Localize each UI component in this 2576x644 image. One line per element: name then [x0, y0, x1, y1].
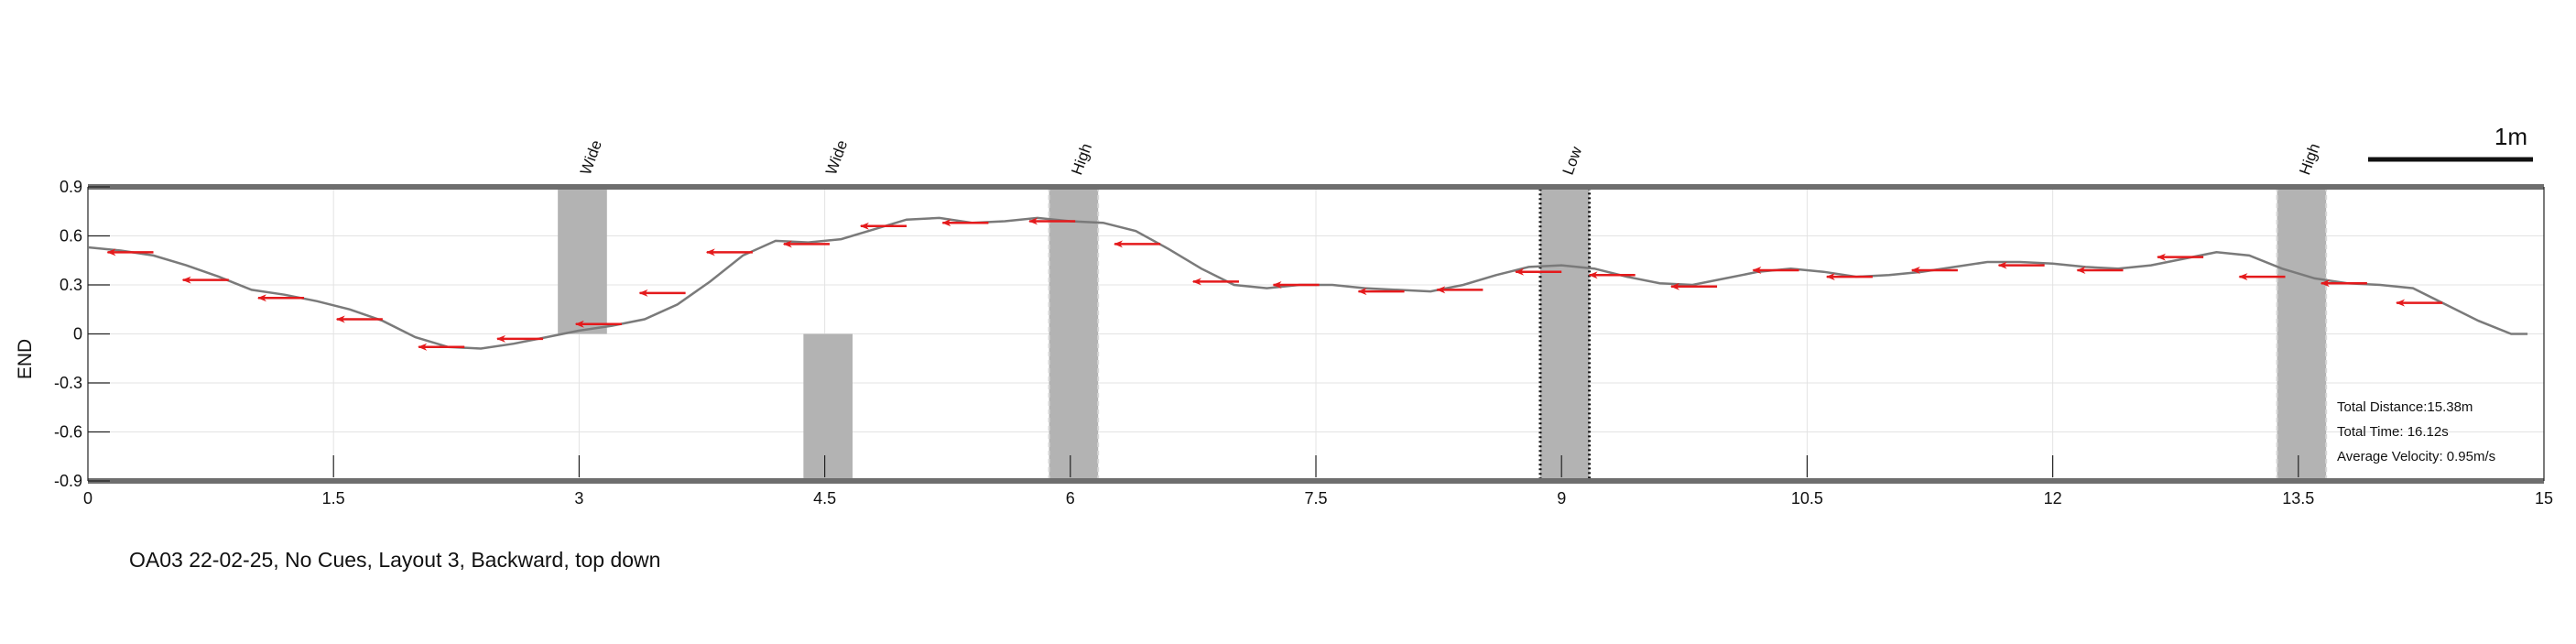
obstacle-label-3: Low	[1560, 144, 1586, 177]
y-axis-label: END	[15, 339, 36, 379]
y-tick-label: 0.3	[60, 276, 82, 294]
obstacle-4	[2277, 187, 2327, 481]
obstacle-label-4: High	[2296, 141, 2323, 177]
summary-annotation-0: Total Distance:15.38m	[2337, 399, 2473, 415]
x-tick-label: 9	[1557, 489, 1566, 508]
figure-caption: OA03 22-02-25, No Cues, Layout 3, Backwa…	[129, 548, 661, 572]
x-tick-label: 1.5	[322, 489, 345, 508]
x-tick-label: 6	[1066, 489, 1075, 508]
x-tick-label: 7.5	[1304, 489, 1327, 508]
y-tick-label: 0	[73, 325, 82, 344]
y-tick-label: -0.6	[54, 423, 82, 442]
x-tick-label: 13.5	[2282, 489, 2314, 508]
scale-bar-label: 1m	[2494, 123, 2527, 150]
obstacle-1	[803, 333, 853, 481]
obstacle-label-2: High	[1068, 141, 1095, 177]
x-tick-label: 12	[2044, 489, 2062, 508]
y-tick-label: 0.9	[60, 178, 82, 196]
obstacle-2	[1049, 187, 1099, 481]
y-tick-label: 0.6	[60, 227, 82, 246]
obstacle-label-0: Wide	[577, 137, 605, 177]
summary-annotation-2: Average Velocity: 0.95m/s	[2337, 449, 2495, 464]
trajectory-line-0	[87, 216, 2528, 350]
obstacle-3	[1539, 187, 1590, 481]
x-tick-label: 10.5	[1791, 489, 1823, 508]
x-tick-label: 4.5	[813, 489, 836, 508]
summary-annotation-1: Total Time: 16.12s	[2337, 424, 2449, 440]
x-tick-label: 3	[574, 489, 583, 508]
obstacle-0	[558, 187, 607, 334]
y-tick-label: -0.3	[54, 374, 82, 392]
x-tick-label: 0	[83, 489, 92, 508]
obstacle-label-1: Wide	[822, 137, 851, 177]
y-tick-label: -0.9	[54, 472, 82, 490]
x-tick-label: 15	[2535, 489, 2553, 508]
